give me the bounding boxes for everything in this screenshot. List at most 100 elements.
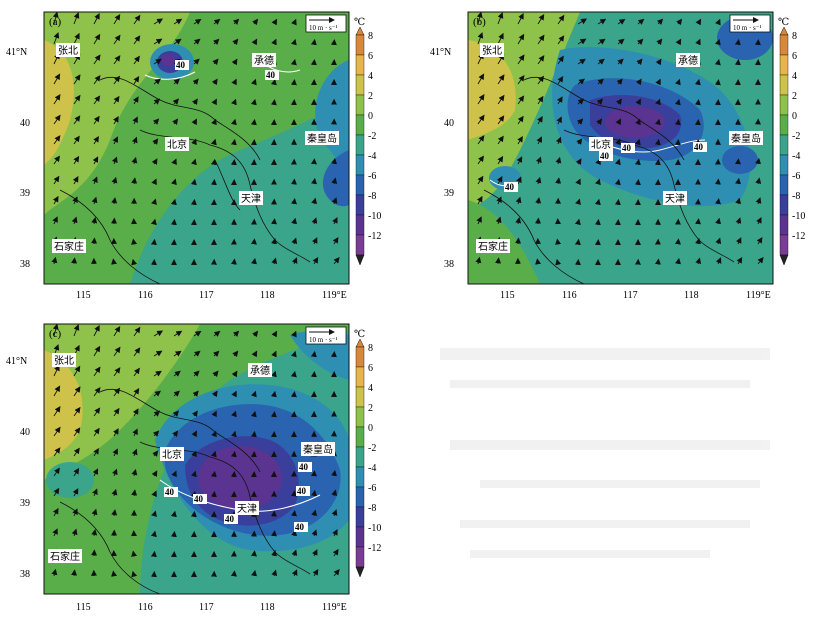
x-tick: 119°E xyxy=(322,290,347,301)
y-tick: 38 xyxy=(20,569,30,580)
colorbar-unit: ℃ xyxy=(354,17,365,28)
colorbar-tick-label: -12 xyxy=(792,231,805,242)
colorbar-tick-label: -6 xyxy=(792,171,800,182)
colorbar-tick-label: -10 xyxy=(792,211,805,222)
colorbar-segment xyxy=(356,35,364,55)
colorbar-tick-label: 0 xyxy=(792,111,797,122)
reference-vector-label-a: 10 m · s⁻¹ xyxy=(309,24,338,32)
wind-vector xyxy=(234,571,235,576)
colorbar-segment xyxy=(356,215,364,235)
wind-vector xyxy=(698,100,699,104)
wind-vector xyxy=(294,392,295,396)
colorbar-tick-label: 6 xyxy=(368,363,373,374)
wind-vector xyxy=(94,238,95,244)
wind-vector xyxy=(718,80,719,84)
colorbar-segment xyxy=(780,215,788,235)
y-tick: 41°N xyxy=(6,47,27,58)
colorbar-tick-label: -2 xyxy=(368,131,376,142)
y-tick: 38 xyxy=(444,259,454,270)
colorbar-segment xyxy=(356,507,364,527)
contour-label: 40 xyxy=(165,487,175,497)
colorbar-tick-label: -6 xyxy=(368,171,376,182)
y-tick: 38 xyxy=(20,259,30,270)
city-chengde: 承德 xyxy=(678,54,698,67)
colorbar-tick-label: -8 xyxy=(792,191,800,202)
colorbar-unit: ℃ xyxy=(354,329,365,340)
colorbar-tick-label: -12 xyxy=(368,543,381,554)
y-tick: 40 xyxy=(20,118,30,129)
colorbar-extend-bottom xyxy=(356,567,364,577)
colorbar-segment xyxy=(356,135,364,155)
contour-label: 40 xyxy=(299,462,309,472)
panel-c: (c) 10 m · s⁻¹ 张北 承德 北京 秦皇岛 天津 石家庄 40 40… xyxy=(6,324,381,613)
contour-label: 40 xyxy=(297,486,307,496)
wind-vector xyxy=(254,432,255,436)
colorbar-tick-label: 6 xyxy=(368,51,373,62)
contour-label: 40 xyxy=(505,182,515,192)
colorbar-segment xyxy=(356,55,364,75)
y-tick: 39 xyxy=(444,188,454,199)
contour-label: 40 xyxy=(266,70,276,80)
colorbar-tick-label: 8 xyxy=(792,31,797,42)
colorbar-tick-label: -10 xyxy=(368,523,381,534)
colorbar-tick-label: 0 xyxy=(368,111,373,122)
contour-label: 40 xyxy=(225,514,235,524)
colorbar-segment xyxy=(780,235,788,255)
x-tick: 118 xyxy=(260,602,275,613)
city-zhangbei: 张北 xyxy=(58,45,78,57)
colorbar-unit: ℃ xyxy=(778,17,789,28)
city-shijiazhuang: 石家庄 xyxy=(54,240,84,253)
city-beijing: 北京 xyxy=(591,138,611,151)
city-qinhuangdao: 秦皇岛 xyxy=(307,132,337,145)
y-tick: 40 xyxy=(20,427,30,438)
colorbar-tick-label: 6 xyxy=(792,51,797,62)
panel-label-c: (c) xyxy=(49,328,62,340)
colorbar-segment xyxy=(356,387,364,407)
contour-label: 40 xyxy=(622,143,632,153)
colorbar-tick-label: -8 xyxy=(368,503,376,514)
contour-label: 40 xyxy=(176,60,186,70)
panel-label-b: (b) xyxy=(473,16,486,28)
wind-vector xyxy=(174,532,175,536)
wind-vector xyxy=(234,259,235,264)
colorbar-tick-label: 4 xyxy=(368,383,373,394)
wind-vector xyxy=(254,239,255,244)
colorbar-tick-label: -2 xyxy=(792,131,800,142)
colorbar-tick-label: -4 xyxy=(792,151,800,162)
x-tick: 117 xyxy=(199,290,214,301)
colorbar-extend-top xyxy=(356,27,364,35)
city-tianjin: 天津 xyxy=(665,193,685,205)
x-tick: 116 xyxy=(562,290,577,301)
colorbar-tick-label: -4 xyxy=(368,151,376,162)
x-tick: 118 xyxy=(684,290,699,301)
wind-vector xyxy=(154,552,155,556)
colorbar-extend-bottom xyxy=(780,255,788,265)
colorbar-segment xyxy=(780,175,788,195)
x-tick: 115 xyxy=(500,290,515,301)
colorbar-segment xyxy=(780,155,788,175)
colorbar-segment xyxy=(356,347,364,367)
wind-vector xyxy=(498,258,499,264)
colorbar-segment xyxy=(356,427,364,447)
colorbar-segment xyxy=(780,195,788,215)
wind-vector xyxy=(598,220,599,224)
colorbar-segment xyxy=(780,35,788,55)
wind-vector xyxy=(274,531,275,536)
x-tick: 117 xyxy=(623,290,638,301)
contour-label: 40 xyxy=(694,142,704,152)
wind-vector xyxy=(74,570,75,576)
x-tick: 115 xyxy=(76,602,91,613)
colorbar-segment xyxy=(356,547,364,567)
contour-label: 40 xyxy=(295,522,305,532)
city-zhangbei: 张北 xyxy=(482,45,502,57)
y-tick: 40 xyxy=(444,118,454,129)
colorbar-segment xyxy=(356,487,364,507)
colorbar-tick-label: 8 xyxy=(368,343,373,354)
city-qinhuangdao: 秦皇岛 xyxy=(731,132,761,145)
wind-vector xyxy=(294,80,295,84)
wind-vector xyxy=(274,219,275,224)
colorbar-segment xyxy=(356,95,364,115)
colorbar-segment xyxy=(356,75,364,95)
city-chengde: 承德 xyxy=(250,364,270,377)
